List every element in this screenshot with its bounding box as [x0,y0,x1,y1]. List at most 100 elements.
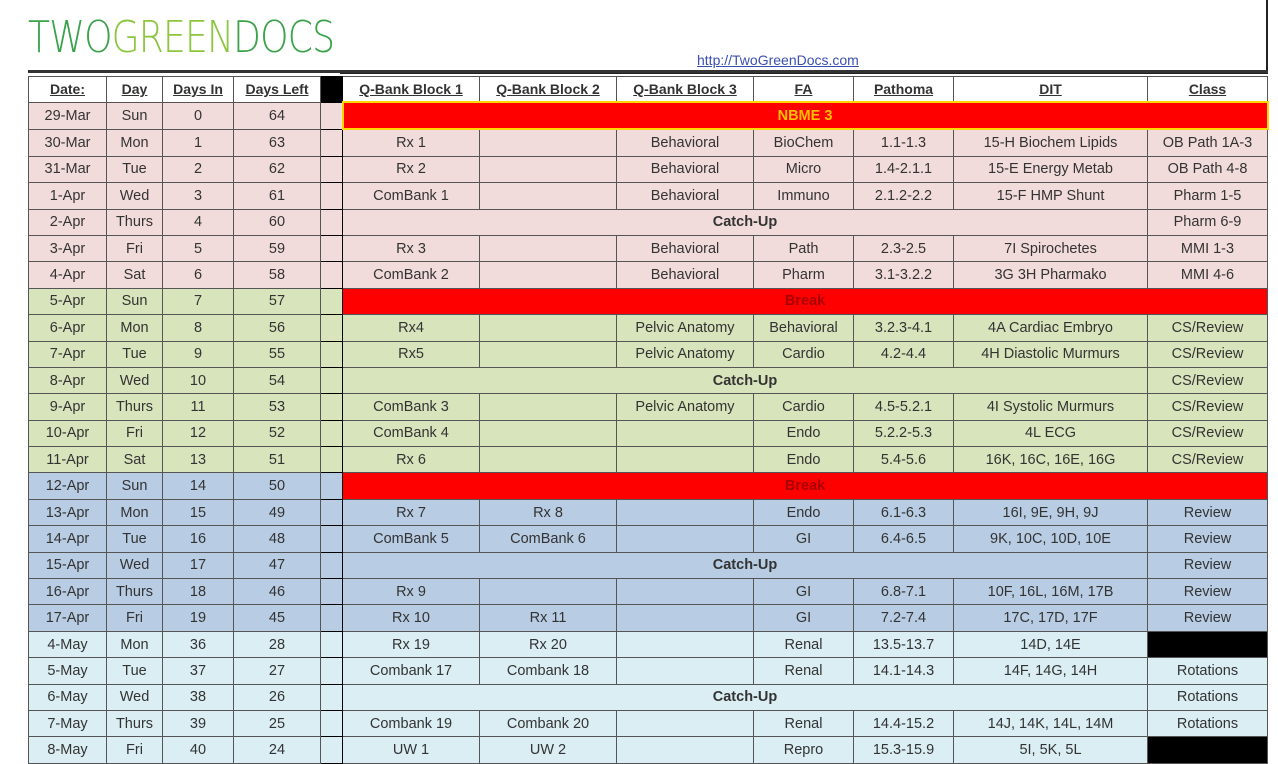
cell-class[interactable]: Review [1147,525,1268,553]
cell-qbank-block-3[interactable] [616,525,754,553]
cell-days-left[interactable]: 60 [233,208,321,236]
cell-days-left[interactable]: 49 [233,498,321,527]
cell-date[interactable]: 6-Apr [28,314,107,342]
cell-qbank-block-2[interactable] [479,419,617,448]
cell-qbank-block-1[interactable]: ComBank 4 [342,419,480,448]
cell-qbank-block-3[interactable] [616,709,754,738]
cell-pathoma[interactable]: 5.4-5.6 [853,446,954,474]
cell-days-left[interactable]: 64 [233,101,321,130]
cell-fa[interactable]: Micro [753,155,854,184]
cell-class[interactable]: OB Path 4-8 [1147,155,1268,184]
cell-day[interactable]: Tue [106,155,163,184]
cell-date[interactable]: 30-Mar [28,128,107,157]
cell-dit[interactable]: 15-H Biochem Lipids [953,128,1148,157]
cell-days-in[interactable]: 38 [162,683,234,711]
cell-days-left[interactable]: 53 [233,393,321,421]
cell-day[interactable]: Tue [106,657,163,685]
cell-date[interactable]: 31-Mar [28,155,107,184]
cell-qbank-block-1[interactable]: Rx 3 [342,234,480,263]
cell-fa[interactable]: Pharm [753,261,854,289]
cell-days-left[interactable]: 51 [233,446,321,474]
cell-pathoma[interactable]: 13.5-13.7 [853,630,954,659]
cell-fa[interactable]: BioChem [753,128,854,157]
cell-days-left[interactable]: 25 [233,709,321,738]
cell-dit[interactable]: 3G 3H Pharmako [953,261,1148,289]
cell-days-left[interactable]: 62 [233,155,321,184]
cell-days-in[interactable]: 14 [162,472,234,500]
cell-qbank-block-1[interactable]: Combank 19 [342,709,480,738]
cell-day[interactable]: Thurs [106,393,163,421]
cell-days-left[interactable]: 45 [233,604,321,632]
cell-dit[interactable]: 14D, 14E [953,630,1148,659]
cell-qbank-block-2[interactable] [479,128,617,157]
cell-class[interactable]: MMI 4-6 [1147,261,1268,289]
cell-day[interactable]: Fri [106,419,163,448]
cell-qbank-block-2[interactable] [479,234,617,263]
cell-date[interactable]: 29-Mar [28,101,107,130]
cell-date[interactable]: 15-Apr [28,551,107,580]
cell-day[interactable]: Tue [106,340,163,368]
break-cell[interactable]: Break [342,472,1268,500]
cell-days-in[interactable]: 7 [162,287,234,316]
cell-days-in[interactable]: 2 [162,155,234,184]
cell-days-in[interactable]: 0 [162,101,234,130]
cell-fa[interactable]: Cardio [753,340,854,368]
cell-class[interactable]: Pharm 6-9 [1147,208,1268,236]
cell-class[interactable]: CS/Review [1147,419,1268,448]
cell-qbank-block-3[interactable] [616,736,754,764]
cell-days-in[interactable]: 1 [162,128,234,157]
cell-days-left[interactable]: 63 [233,128,321,157]
cell-qbank-block-2[interactable]: Rx 11 [479,604,617,632]
cell-qbank-block-1[interactable]: Rx5 [342,340,480,368]
cell-day[interactable]: Wed [106,683,163,711]
cell-days-in[interactable]: 4 [162,208,234,236]
cell-class[interactable]: Rotations [1147,657,1268,685]
cell-date[interactable]: 8-Apr [28,366,107,395]
cell-qbank-block-2[interactable] [479,340,617,368]
cell-days-in[interactable]: 17 [162,551,234,580]
cell-fa[interactable]: GI [753,604,854,632]
cell-class[interactable]: OB Path 1A-3 [1147,128,1268,157]
cell-days-left[interactable]: 28 [233,630,321,659]
cell-qbank-block-1[interactable]: ComBank 3 [342,393,480,421]
cell-day[interactable]: Sun [106,472,163,500]
cell-qbank-block-3[interactable] [616,578,754,606]
cell-class[interactable]: CS/Review [1147,393,1268,421]
cell-class[interactable]: CS/Review [1147,340,1268,368]
cell-dit[interactable]: 14J, 14K, 14L, 14M [953,709,1148,738]
cell-pathoma[interactable]: 6.4-6.5 [853,525,954,553]
cell-pathoma[interactable]: 4.2-4.4 [853,340,954,368]
cell-days-in[interactable]: 18 [162,578,234,606]
cell-day[interactable]: Sat [106,261,163,289]
cell-days-in[interactable]: 11 [162,393,234,421]
cell-qbank-block-3[interactable] [616,630,754,659]
cell-days-left[interactable]: 54 [233,366,321,395]
nbme-cell[interactable]: NBME 3 [341,100,1269,131]
catch-up-cell[interactable]: Catch-Up [342,683,1148,711]
cell-pathoma[interactable]: 6.8-7.1 [853,578,954,606]
cell-class[interactable]: CS/Review [1147,446,1268,474]
cell-day[interactable]: Fri [106,604,163,632]
cell-date[interactable]: 4-Apr [28,261,107,289]
cell-days-in[interactable]: 40 [162,736,234,764]
cell-qbank-block-3[interactable]: Pelvic Anatomy [616,393,754,421]
catch-up-cell[interactable]: Catch-Up [342,366,1148,395]
catch-up-cell[interactable]: Catch-Up [342,208,1148,236]
cell-qbank-block-3[interactable]: Behavioral [616,261,754,289]
cell-qbank-block-1[interactable]: Rx 2 [342,155,480,184]
cell-days-left[interactable]: 46 [233,578,321,606]
cell-qbank-block-3[interactable]: Pelvic Anatomy [616,340,754,368]
cell-qbank-block-1[interactable]: ComBank 1 [342,182,480,210]
cell-qbank-block-3[interactable] [616,419,754,448]
cell-day[interactable]: Thurs [106,709,163,738]
cell-date[interactable]: 17-Apr [28,604,107,632]
cell-date[interactable]: 6-May [28,683,107,711]
cell-day[interactable]: Mon [106,128,163,157]
cell-qbank-block-3[interactable] [616,498,754,527]
cell-pathoma[interactable]: 7.2-7.4 [853,604,954,632]
cell-days-in[interactable]: 3 [162,182,234,210]
cell-day[interactable]: Wed [106,182,163,210]
cell-dit[interactable]: 9K, 10C, 10D, 10E [953,525,1148,553]
cell-qbank-block-1[interactable]: ComBank 2 [342,261,480,289]
cell-days-left[interactable]: 24 [233,736,321,764]
